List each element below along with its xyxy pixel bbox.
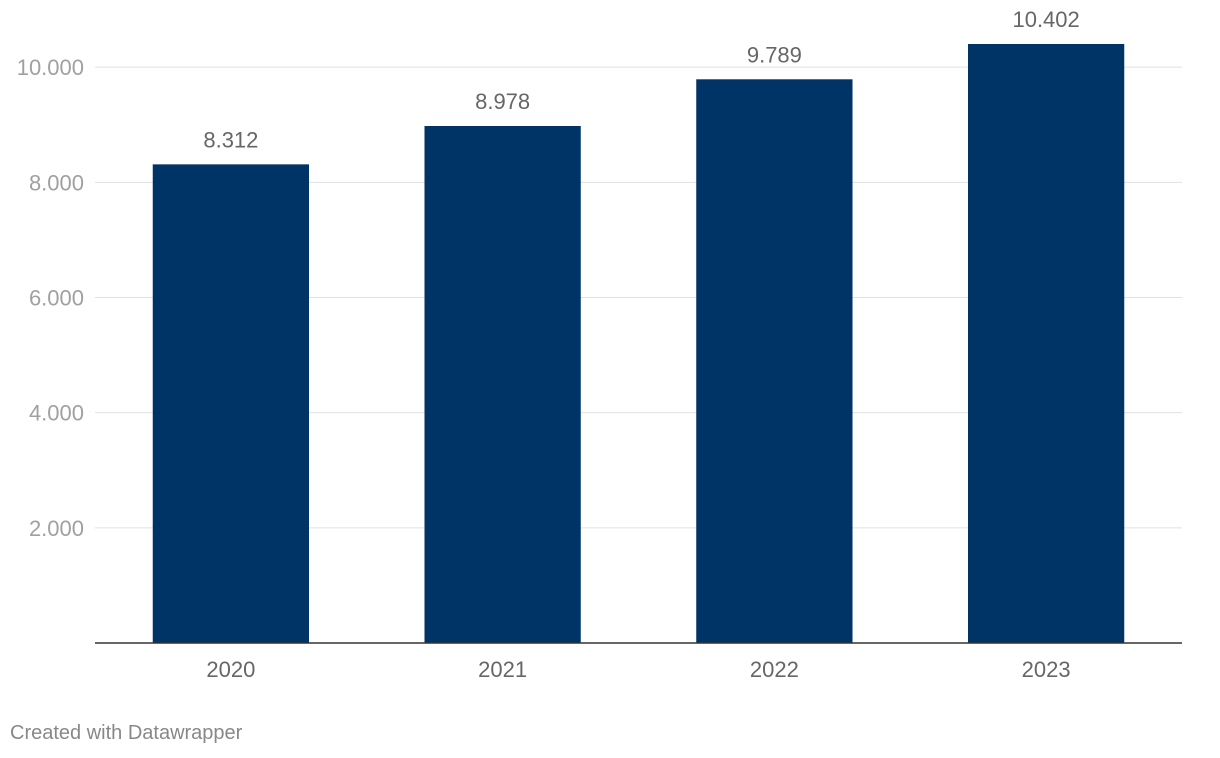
x-tick-label: 2023	[1022, 657, 1071, 682]
bar-2020	[152, 164, 310, 643]
x-tick-label: 2021	[478, 657, 527, 682]
data-labels: 8.312 8.978 9.789 10.402	[203, 7, 1079, 152]
data-label: 8.312	[203, 127, 258, 152]
bar-2023	[967, 44, 1125, 643]
x-tick-label: 2020	[206, 657, 255, 682]
credit-text: Created with Datawrapper	[10, 722, 243, 744]
y-tick-label: 2.000	[29, 516, 84, 541]
data-label: 10.402	[1012, 7, 1079, 32]
data-label: 8.978	[475, 89, 530, 114]
y-axis-ticks: 2.000 4.000 6.000 8.000 10.000	[17, 55, 84, 541]
data-label: 9.789	[747, 42, 802, 67]
x-axis-ticks: 2020 2021 2022 2023	[206, 657, 1070, 682]
y-tick-label: 8.000	[29, 170, 84, 195]
bars	[152, 44, 1125, 643]
x-tick-label: 2022	[750, 657, 799, 682]
bar-2021	[424, 126, 581, 643]
bar-chart: 2.000 4.000 6.000 8.000 10.000 8.312 8.978 9.7…	[17, 7, 1182, 682]
y-tick-label: 4.000	[29, 401, 84, 426]
bar-2022	[696, 79, 853, 643]
y-tick-label: 6.000	[29, 285, 84, 310]
y-tick-label: 10.000	[17, 55, 84, 80]
